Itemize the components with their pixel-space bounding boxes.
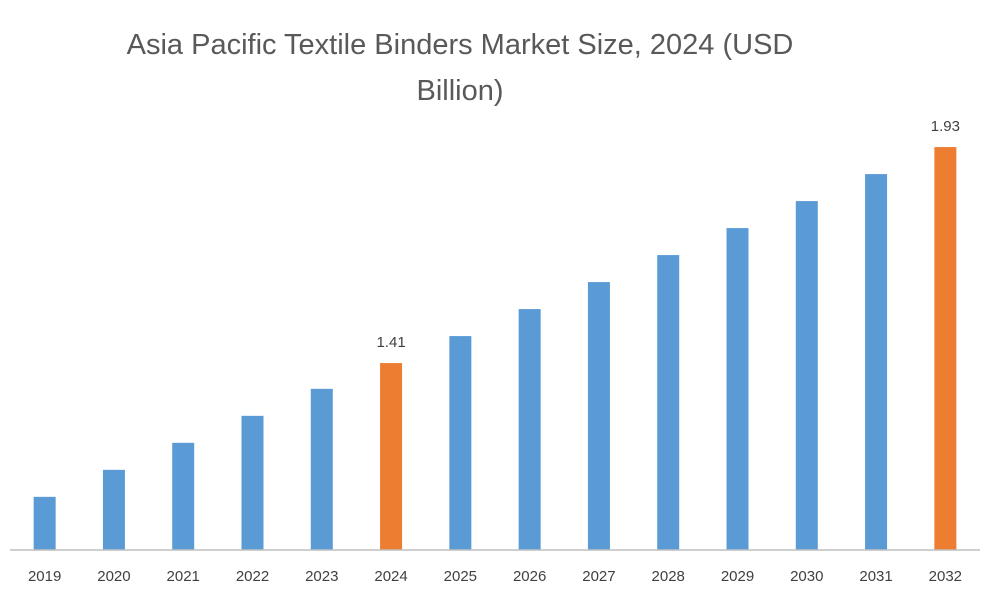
bar (587, 282, 610, 550)
bar (380, 363, 403, 550)
bar (518, 309, 541, 550)
x-tick-label: 2022 (236, 568, 269, 585)
x-tick-label: 2023 (305, 568, 338, 585)
bar (449, 336, 472, 550)
x-tick-label: 2030 (790, 568, 823, 585)
x-tick-label: 2031 (859, 568, 892, 585)
bar (172, 442, 195, 550)
x-tick-label: 2032 (929, 568, 962, 585)
x-tick-label: 2026 (513, 568, 546, 585)
x-tick-label: 2027 (582, 568, 615, 585)
bar (241, 415, 264, 550)
chart-title: Asia Pacific Textile Binders Market Size… (126, 29, 794, 107)
x-tick-label: 2024 (374, 568, 407, 585)
data-label: 1.93 (931, 118, 960, 135)
bar (934, 147, 957, 551)
x-tick-label: 2028 (652, 568, 685, 585)
x-tick-label: 2019 (28, 568, 61, 585)
bar (310, 388, 333, 550)
bar (33, 496, 56, 550)
bar (726, 228, 749, 551)
x-tick-label: 2020 (97, 568, 130, 585)
x-tick-label: 2025 (444, 568, 477, 585)
x-tick-label: 2021 (167, 568, 200, 585)
bar (795, 201, 818, 551)
bar (865, 174, 888, 551)
bar (102, 469, 125, 550)
data-label: 1.41 (376, 334, 405, 351)
bar (657, 255, 680, 551)
x-tick-label: 2029 (721, 568, 754, 585)
